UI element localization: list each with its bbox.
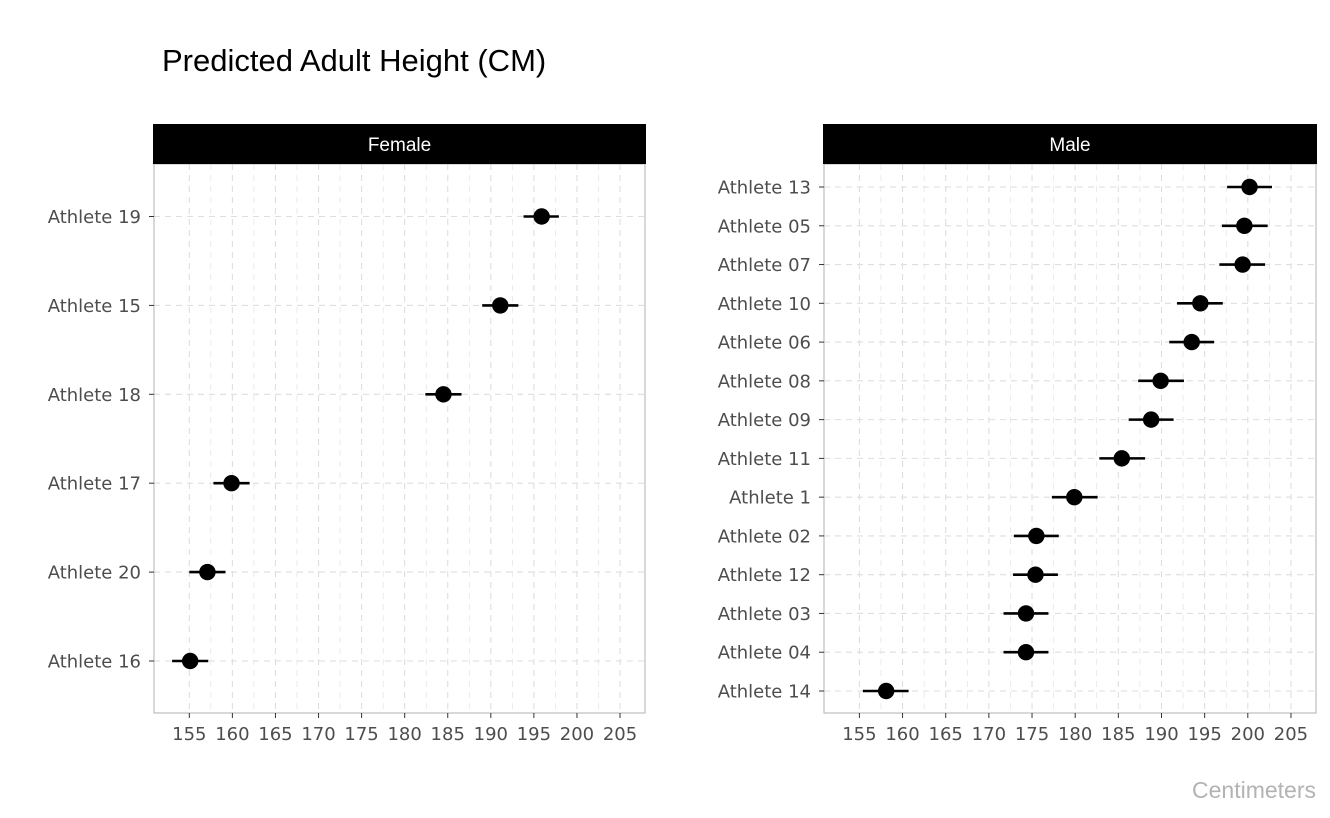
data-point	[199, 563, 216, 581]
x-tick-label: 175	[344, 724, 378, 745]
chart-title: Predicted Adult Height (CM)	[162, 43, 546, 78]
y-tick-label: Athlete 06	[718, 333, 811, 354]
data-point	[435, 386, 452, 403]
y-tick-label: Athlete 08	[718, 371, 811, 392]
data-point	[1017, 644, 1035, 661]
panel-female-marks	[172, 208, 559, 670]
panel-female-background	[154, 164, 645, 713]
x-tick-label: 180	[1058, 724, 1092, 745]
data-point	[1142, 411, 1160, 428]
strip-female	[153, 124, 646, 164]
panel-male-background	[824, 164, 1316, 713]
x-tick-label: 170	[972, 724, 1006, 745]
chart-caption: Centimeters	[1192, 777, 1316, 803]
data-point	[1234, 256, 1251, 273]
panel-male-marks	[862, 178, 1272, 700]
y-tick-label: Athlete 12	[718, 565, 811, 586]
y-tick-label: Athlete 07	[718, 255, 811, 276]
x-tick-label: 180	[387, 724, 421, 745]
x-tick-label: 195	[517, 724, 551, 745]
data-point	[1236, 217, 1253, 234]
panel-female: Female 155 160 165 170 175 180 185 190 195 200 205…	[48, 124, 646, 745]
data-point	[1017, 605, 1035, 622]
x-tick-label: 185	[431, 724, 465, 745]
x-tick-label: 190	[1144, 724, 1178, 745]
y-tick-label: Athlete 16	[48, 652, 141, 673]
data-point	[1028, 527, 1045, 545]
y-tick-label: Athlete 15	[48, 296, 141, 317]
data-point	[877, 682, 895, 700]
strip-male-label: Male	[1049, 135, 1090, 156]
y-tick-label: Athlete 04	[718, 643, 811, 664]
x-tick-label: 160	[885, 724, 919, 745]
y-tick-label: Athlete 11	[718, 449, 811, 470]
y-tick-label: Athlete 03	[718, 604, 811, 625]
panel-female-y-axis: Athlete 19 Athlete 15 Athlete 18 Athlete 17…	[48, 207, 154, 673]
data-point	[533, 208, 550, 225]
x-tick-label: 185	[1101, 724, 1135, 745]
x-tick-label: 155	[842, 724, 876, 745]
data-point	[1152, 372, 1169, 390]
x-tick-label: 200	[560, 724, 594, 745]
data-point	[181, 652, 199, 670]
panel-male: Male 155 160 165 170 175 180 185 190 195 200 205 A…	[718, 124, 1317, 745]
y-tick-label: Athlete 1	[729, 488, 811, 509]
y-tick-label: Athlete 09	[718, 410, 811, 431]
strip-male	[823, 124, 1317, 164]
data-point	[1066, 488, 1083, 506]
y-tick-label: Athlete 10	[718, 294, 811, 315]
data-point	[1183, 333, 1200, 351]
panel-male-x-axis: 155 160 165 170 175 180 185 190 195 200 205	[842, 713, 1308, 745]
x-tick-label: 205	[603, 724, 637, 745]
x-tick-label: 165	[258, 724, 292, 745]
y-tick-label: Athlete 18	[48, 385, 141, 406]
y-tick-label: Athlete 13	[718, 178, 811, 199]
x-tick-label: 175	[1015, 724, 1049, 745]
strip-female-label: Female	[368, 135, 431, 156]
panel-male-y-axis: Athlete 13 Athlete 05 Athlete 07 Athlete 10…	[718, 178, 824, 703]
x-tick-label: 195	[1187, 724, 1221, 745]
x-tick-label: 205	[1274, 724, 1308, 745]
data-point	[1241, 178, 1258, 196]
y-tick-label: Athlete 02	[718, 526, 811, 547]
data-point	[1192, 295, 1209, 312]
data-point	[1113, 450, 1130, 467]
x-tick-label: 200	[1231, 724, 1265, 745]
y-tick-label: Athlete 19	[48, 207, 141, 228]
y-tick-label: Athlete 20	[48, 563, 141, 584]
data-point	[223, 475, 240, 492]
data-point	[492, 297, 509, 314]
x-tick-label: 170	[301, 724, 335, 745]
data-point	[1027, 566, 1044, 583]
y-tick-label: Athlete 17	[48, 474, 141, 495]
y-tick-label: Athlete 05	[718, 216, 811, 237]
y-tick-label: Athlete 14	[718, 682, 811, 703]
x-tick-label: 160	[215, 724, 249, 745]
x-tick-label: 190	[474, 724, 508, 745]
x-tick-label: 165	[929, 724, 963, 745]
panel-female-x-axis: 155 160 165 170 175 180 185 190 195 200 205	[172, 713, 637, 745]
x-tick-label: 155	[172, 724, 206, 745]
